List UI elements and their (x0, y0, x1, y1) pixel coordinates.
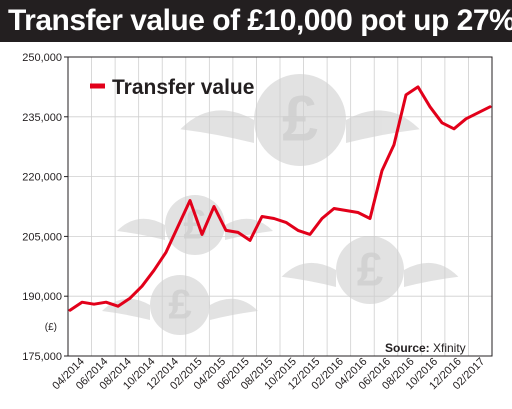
series-line-transfer-value (68, 85, 492, 312)
y-tick-label: 250,000 (22, 52, 62, 64)
pound-coin-icon: £ (180, 74, 420, 166)
pound-coin-icon: £ (281, 236, 459, 304)
source-value: Xfinity (433, 341, 466, 355)
watermark-layer: £ £ £ £ (102, 74, 459, 335)
pound-coin-icon: £ (102, 275, 258, 335)
svg-text:£: £ (282, 83, 318, 155)
pound-coin-icon: £ (117, 195, 273, 255)
svg-text:£: £ (183, 201, 206, 248)
x-axis: 04/201406/201408/201410/201412/201402/20… (50, 356, 487, 393)
legend: Transfer value (90, 76, 254, 99)
plot-frame (67, 56, 493, 357)
svg-text:£: £ (357, 243, 383, 296)
y-tick-label: 220,000 (22, 172, 62, 184)
y-tick-label: 175,000 (22, 351, 62, 363)
title-bar: Transfer value of £10,000 pot up 27% (0, 0, 512, 42)
source-note: Source: Xfinity (385, 341, 466, 355)
source-label: Source: (385, 341, 430, 355)
y-tick-label: 235,000 (22, 112, 62, 124)
chart-title: Transfer value of £10,000 pot up 27% (8, 4, 512, 37)
legend-label: Transfer value (112, 76, 254, 99)
y-axis: 250,000 235,000 220,000 205,000 190,000 175,0… (22, 52, 68, 363)
y-unit-label: (£) (45, 322, 57, 333)
series-layer (68, 85, 492, 312)
y-tick-label: 190,000 (22, 291, 62, 303)
svg-text:£: £ (168, 281, 191, 328)
y-tick-label: 205,000 (22, 231, 62, 243)
